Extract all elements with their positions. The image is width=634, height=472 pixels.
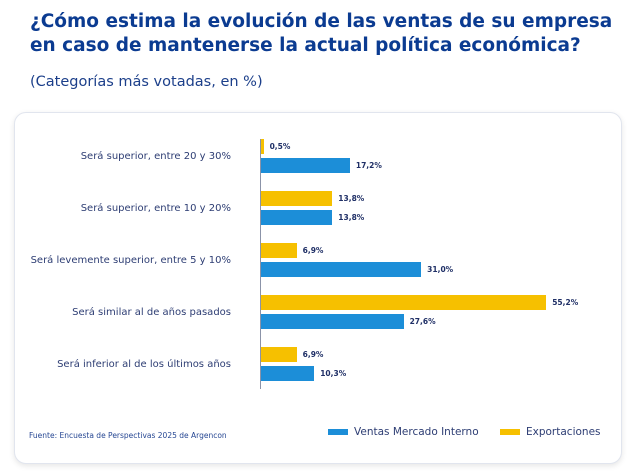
legend-swatch-internal <box>328 429 348 435</box>
data-label: 31,0% <box>427 265 454 274</box>
category-label: Será superior, entre 20 y 30% <box>80 151 231 162</box>
data-label: 27,6% <box>409 317 436 326</box>
bar-mercado-interno <box>261 210 333 225</box>
bar-mercado-interno <box>261 158 350 173</box>
legend-label-internal: Ventas Mercado Interno <box>354 426 479 438</box>
legend-item-internal: Ventas Mercado Interno <box>328 426 479 438</box>
bar-exportaciones <box>261 347 297 362</box>
data-label: 55,2% <box>552 298 579 307</box>
data-label: 13,8% <box>338 213 365 222</box>
data-label: 10,3% <box>320 369 347 378</box>
data-label: 0,5% <box>269 142 291 151</box>
category-label: Será superior, entre 10 y 20% <box>80 203 231 214</box>
legend-item-export: Exportaciones <box>500 426 601 438</box>
legend-swatch-export <box>500 429 520 435</box>
data-label: 6,9% <box>302 246 324 255</box>
bar-mercado-interno <box>261 314 404 329</box>
category-label: Será similar al de años pasados <box>72 307 231 318</box>
category-label: Será levemente superior, entre 5 y 10% <box>30 255 231 266</box>
bar-exportaciones <box>261 139 264 154</box>
data-label: 13,8% <box>338 194 365 203</box>
bar-mercado-interno <box>261 366 315 381</box>
chart-subtitle: (Categorías más votadas, en %) <box>30 74 263 90</box>
legend-label-export: Exportaciones <box>526 426 601 438</box>
chart-card: Será superior, entre 20 y 30% 0,5% 17,2% Se… <box>14 112 622 464</box>
category-label: Será inferior al de los últimos años <box>57 359 231 370</box>
data-label: 6,9% <box>302 350 324 359</box>
chart-title: ¿Cómo estima la evolución de las ventas … <box>30 11 613 56</box>
bar-exportaciones <box>261 191 333 206</box>
bar-exportaciones <box>261 295 547 310</box>
source-note: Fuente: Encuesta de Perspectivas 2025 de… <box>29 431 227 440</box>
category-axis-line <box>260 139 261 389</box>
bar-exportaciones <box>261 243 297 258</box>
data-label: 17,2% <box>355 161 382 170</box>
bar-mercado-interno <box>261 262 422 277</box>
